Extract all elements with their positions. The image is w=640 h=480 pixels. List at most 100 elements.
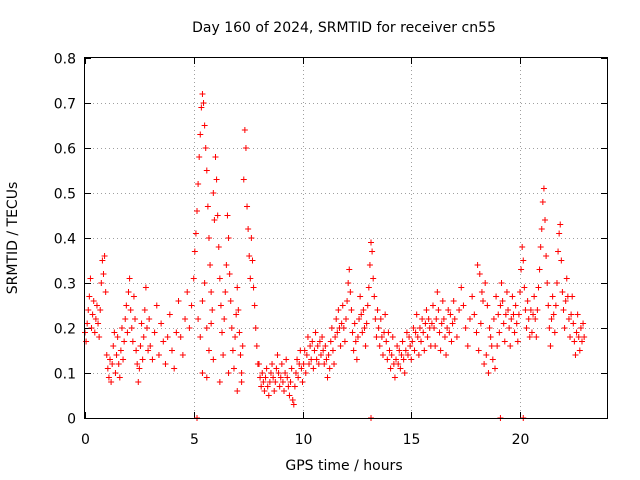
data-point [116, 374, 123, 381]
data-point [415, 352, 422, 358]
data-point [229, 347, 236, 354]
data-point [434, 289, 441, 295]
data-point [377, 316, 384, 322]
data-point [466, 316, 473, 322]
data-point [200, 100, 207, 106]
data-point [574, 311, 581, 318]
data-point [577, 325, 584, 331]
data-point [388, 352, 395, 358]
data-point [249, 257, 256, 264]
data-point [204, 203, 211, 210]
data-point [563, 275, 570, 282]
data-point [514, 338, 521, 345]
data-point [511, 329, 518, 336]
data-point [523, 325, 530, 331]
data-point [451, 316, 458, 322]
data-point [271, 388, 278, 394]
data-point [83, 338, 90, 345]
data-point [97, 307, 104, 313]
data-point [323, 356, 330, 363]
data-point [344, 298, 351, 304]
data-point [378, 334, 385, 340]
data-point [248, 235, 255, 241]
data-point [542, 217, 549, 223]
data-point [562, 298, 569, 304]
data-point [499, 298, 506, 304]
data-point [216, 379, 223, 385]
y-tick-label: 0.4 [54, 232, 76, 248]
data-point [360, 307, 367, 313]
data-point [195, 316, 202, 322]
data-point [299, 379, 306, 385]
data-point [341, 338, 348, 345]
data-point [184, 289, 191, 295]
data-point [366, 262, 373, 268]
data-point [346, 266, 353, 273]
data-point [223, 262, 230, 268]
data-point [538, 226, 545, 232]
data-point [102, 289, 109, 295]
data-point [397, 365, 404, 372]
data-point [483, 352, 490, 358]
data-point [226, 271, 233, 277]
data-point [207, 262, 214, 268]
data-point [337, 343, 344, 349]
data-point [432, 343, 439, 349]
data-point [443, 352, 450, 358]
data-point [412, 329, 419, 336]
data-point [139, 356, 146, 363]
data-point [153, 302, 160, 309]
data-point [238, 370, 245, 376]
data-point [375, 325, 382, 331]
data-point [258, 383, 265, 390]
data-point [513, 320, 520, 327]
data-point [107, 356, 114, 363]
data-point [104, 365, 111, 372]
data-point [576, 347, 583, 354]
data-point [295, 374, 302, 381]
data-point [567, 334, 574, 340]
data-point [437, 347, 444, 354]
data-point [543, 253, 550, 259]
data-point [147, 343, 154, 349]
y-tick-label: 0.5 [54, 187, 76, 203]
data-point [496, 329, 503, 336]
data-point [374, 307, 381, 313]
data-point [286, 392, 293, 399]
data-point [547, 343, 554, 349]
data-point [393, 356, 400, 363]
data-point [373, 334, 380, 340]
data-point [266, 379, 273, 385]
data-point [186, 325, 193, 331]
data-point [549, 293, 556, 300]
data-point [227, 298, 234, 304]
data-point [498, 280, 505, 286]
data-point [262, 374, 269, 381]
x-tick-label: 0 [81, 432, 90, 448]
data-point [404, 352, 411, 358]
data-point [274, 352, 281, 358]
data-point [179, 352, 186, 358]
data-point [298, 365, 305, 372]
data-point [335, 307, 342, 313]
data-point [491, 365, 498, 372]
data-point [314, 343, 321, 349]
data-point [194, 208, 201, 214]
data-point [205, 347, 212, 354]
data-point [552, 302, 559, 309]
data-point [238, 379, 245, 385]
data-point [257, 374, 264, 381]
data-point [569, 293, 576, 300]
data-point [292, 370, 299, 376]
data-point [525, 316, 532, 322]
data-point [456, 307, 463, 313]
data-point [402, 347, 409, 354]
data-point [130, 293, 137, 300]
data-point [560, 307, 567, 313]
data-point [575, 334, 582, 340]
data-point [369, 248, 376, 255]
data-point [399, 338, 406, 345]
data-point [103, 352, 110, 358]
data-point [100, 271, 107, 277]
data-point [398, 352, 405, 358]
